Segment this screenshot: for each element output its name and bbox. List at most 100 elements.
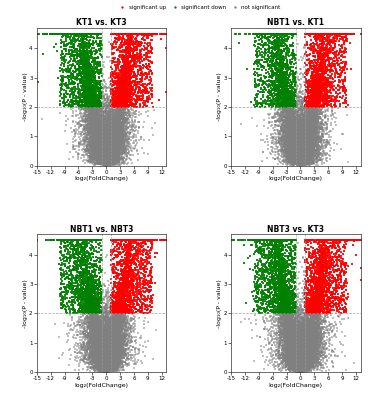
Point <box>293 133 298 140</box>
Point <box>96 122 102 128</box>
Point <box>299 354 305 361</box>
Point <box>111 151 117 158</box>
Point <box>99 350 105 356</box>
Point <box>304 146 310 152</box>
Point <box>82 140 88 146</box>
Point <box>300 356 306 363</box>
Point <box>291 143 297 150</box>
Point <box>283 144 289 150</box>
Point <box>101 354 107 360</box>
Point <box>105 152 110 158</box>
Point <box>312 338 318 345</box>
Point <box>92 331 98 338</box>
Point <box>117 330 123 336</box>
Point <box>305 352 311 358</box>
Point <box>291 356 297 362</box>
Point <box>297 159 302 166</box>
Point <box>317 299 323 306</box>
Point <box>287 158 293 164</box>
Point <box>95 335 100 342</box>
Point <box>88 108 93 114</box>
Point <box>297 353 303 359</box>
Point <box>321 237 327 244</box>
Point <box>295 356 301 362</box>
Point <box>301 346 307 352</box>
Point <box>99 331 105 338</box>
Point <box>308 364 314 370</box>
Point <box>294 155 300 161</box>
Point <box>312 93 318 100</box>
Point <box>299 160 305 166</box>
Point <box>304 154 310 160</box>
Point <box>297 157 303 164</box>
Point <box>293 150 298 156</box>
Point <box>105 352 110 359</box>
Point <box>95 344 100 350</box>
Point <box>298 124 304 130</box>
Point <box>103 327 109 333</box>
Point <box>104 160 110 166</box>
Point <box>88 310 94 316</box>
Point <box>291 151 297 157</box>
Point <box>318 76 323 82</box>
Point <box>101 344 107 351</box>
Point <box>103 135 109 142</box>
Point <box>278 142 284 149</box>
Point <box>290 134 296 141</box>
Point <box>300 152 306 158</box>
Point <box>83 321 89 327</box>
Point <box>302 150 308 156</box>
Point <box>301 144 307 150</box>
Point <box>104 365 110 371</box>
Point <box>107 354 113 361</box>
Point <box>305 138 311 145</box>
Point <box>292 157 298 164</box>
Point <box>300 151 305 157</box>
Point <box>96 128 102 134</box>
Point <box>311 313 317 320</box>
Point <box>301 138 307 144</box>
Point <box>296 146 302 152</box>
Point <box>86 278 92 284</box>
Point <box>105 359 111 366</box>
Point <box>293 149 298 155</box>
Point <box>300 158 305 165</box>
Point <box>298 162 304 168</box>
Point <box>302 357 308 364</box>
Point <box>95 115 100 121</box>
Point <box>285 130 291 136</box>
Point <box>316 83 322 89</box>
Point <box>110 159 116 166</box>
Point <box>312 312 318 319</box>
Point <box>112 160 117 167</box>
Point <box>100 148 106 154</box>
Point <box>120 112 126 118</box>
Point <box>301 354 307 360</box>
Point <box>331 263 337 270</box>
Point <box>300 364 306 370</box>
Point <box>300 148 305 155</box>
Point <box>307 352 313 359</box>
Point <box>95 330 101 336</box>
Point <box>297 367 302 373</box>
Point <box>107 148 113 154</box>
Point <box>113 326 118 333</box>
Point <box>113 150 119 156</box>
Point <box>104 158 110 164</box>
Point <box>290 358 296 365</box>
Point <box>326 140 332 147</box>
Point <box>323 139 329 146</box>
Point <box>105 348 111 354</box>
Point <box>270 276 276 282</box>
Point <box>124 115 130 121</box>
Point <box>285 92 291 98</box>
Point <box>102 146 107 152</box>
Point <box>127 73 133 79</box>
Point <box>163 237 169 244</box>
Point <box>298 151 304 157</box>
Point <box>98 136 104 143</box>
Point <box>107 349 113 356</box>
Point <box>99 364 105 370</box>
Point <box>302 347 308 353</box>
Point <box>89 298 95 305</box>
